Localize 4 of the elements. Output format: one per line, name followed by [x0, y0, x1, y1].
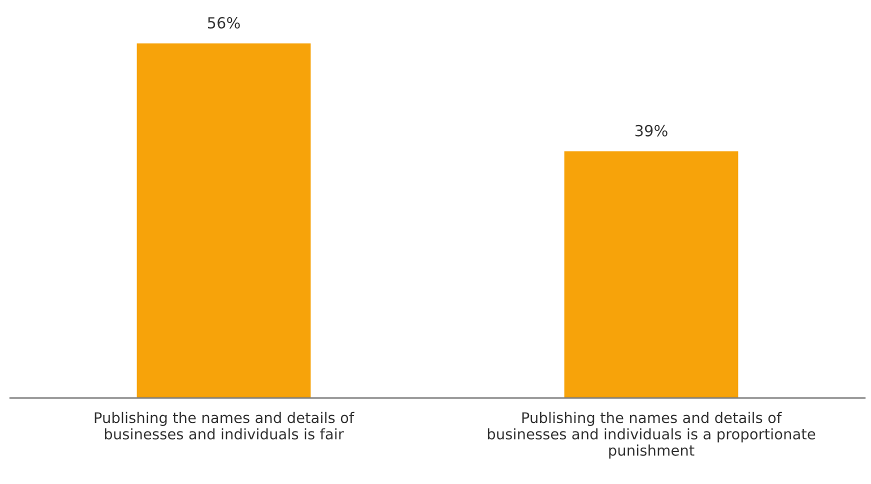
- x-tick-label: Publishing the names and details of businesses and individuals is a proportionate punishment: [488, 412, 816, 459]
- x-tick-label: Publishing the names and details of businesses and individuals is fair: [94, 412, 354, 440]
- data-label: 56%: [208, 17, 240, 29]
- data-label: 39%: [635, 124, 668, 136]
